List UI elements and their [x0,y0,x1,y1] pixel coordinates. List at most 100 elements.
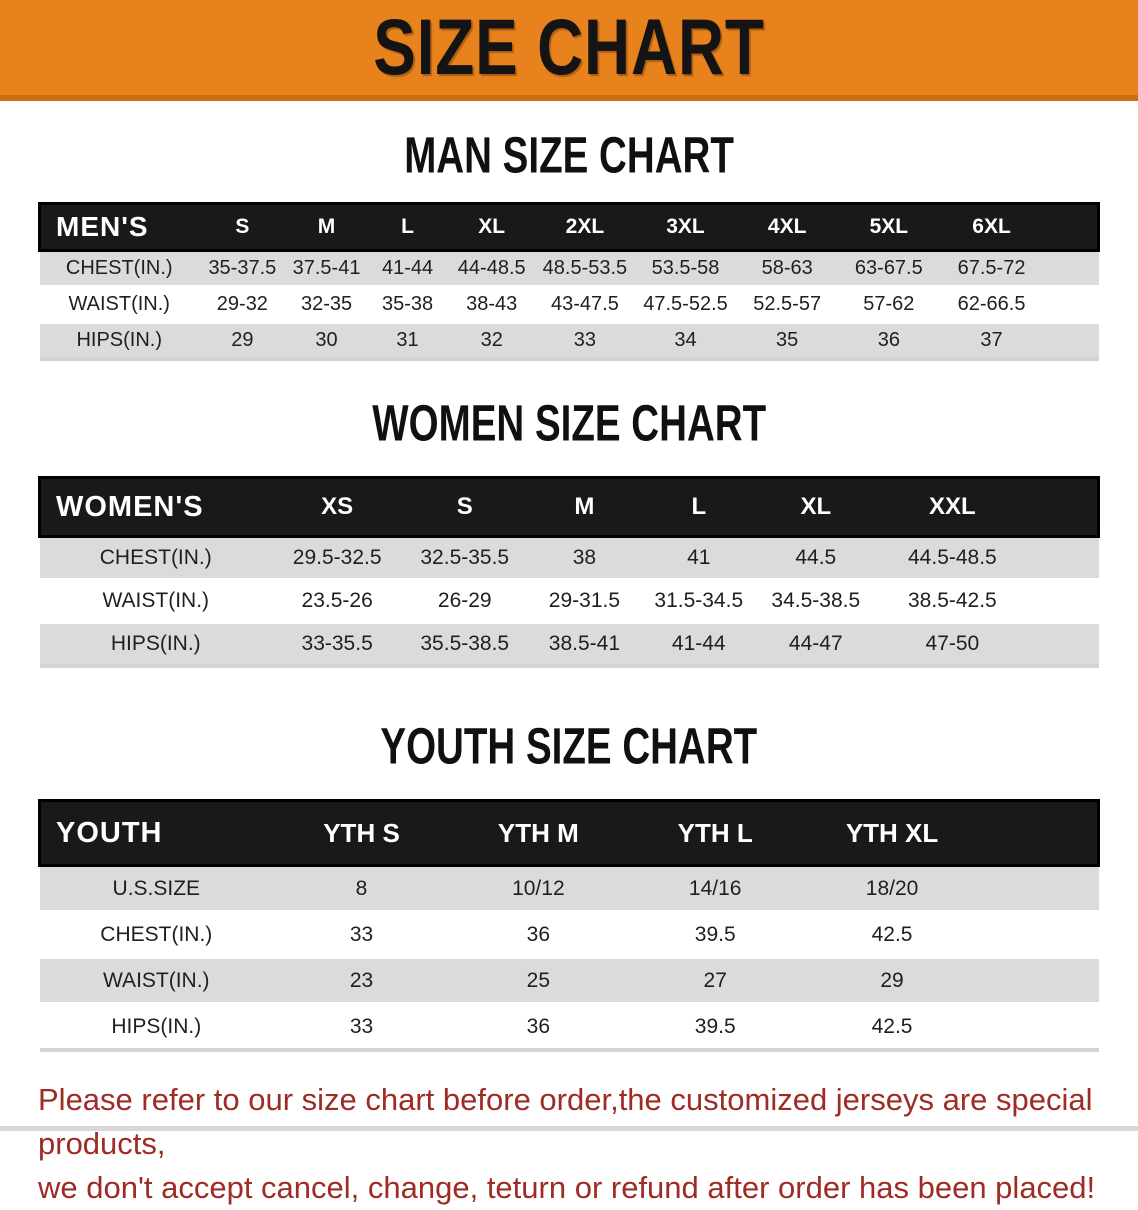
row-label: CHEST(IN.) [39,910,274,958]
bottom-edge-line [0,1126,1138,1131]
table-row: HIPS(IN.) 33-35.5 35.5-38.5 38.5-41 41-44 44-… [39,621,1099,666]
size-value-cell: 35-37.5 [198,249,286,287]
women-section-heading-text: WOMEN SIZE CHART [372,393,766,452]
size-column-header: XL [447,202,536,252]
header-row: YOUTH YTH S YTH M YTH L YTH XL [38,799,1101,867]
size-value-cell: 33 [535,321,635,359]
size-value-cell: 35.5-38.5 [402,621,528,666]
table-row: WAIST(IN.) 29-32 32-35 35-38 38-43 43-47.5 47.… [39,285,1099,323]
size-column-header: 5XL [837,202,941,252]
size-value-cell: 48.5-53.5 [535,249,635,287]
spacer-cell [1042,321,1099,359]
row-label: HIPS(IN.) [39,621,273,666]
size-value-cell: 33-35.5 [272,621,403,666]
size-column-header: 3XL [634,202,737,252]
men-size-table: MEN'S S M L XL 2XL 3XL 4XL 5XL 6XL CHEST(IN.) 35-37… [37,202,1100,361]
size-value-cell: 41 [641,535,756,580]
size-value-cell: 38.5-41 [527,621,642,666]
women-section-heading: WOMEN SIZE CHART [0,393,1138,452]
youth-size-table: YOUTH YTH S YTH M YTH L YTH XL U.S.SIZE 8 10/12… [38,799,1101,1052]
table-row: HIPS(IN.) 29 30 31 32 33 34 35 36 37 [39,321,1099,359]
men-section-heading-text: MAN SIZE CHART [404,125,734,184]
size-value-cell: 67.5-72 [940,249,1043,287]
size-value-cell: 47-50 [875,621,1030,666]
size-value-cell: 42.5 [803,910,981,958]
size-value-cell: 32-35 [285,285,368,323]
row-label: WAIST(IN.) [39,285,199,323]
size-value-cell: 42.5 [803,1002,981,1050]
spacer-cell [980,956,1099,1004]
row-label: HIPS(IN.) [39,321,199,359]
size-value-cell: 39.5 [626,910,804,958]
banner-title: SIZE CHART [373,3,765,92]
banner: SIZE CHART [0,0,1138,101]
size-value-cell: 63-67.5 [837,249,941,287]
size-value-cell: 36 [449,1002,627,1050]
table-title-cell: YOUTH [38,799,274,867]
table-row: CHEST(IN.) 35-37.5 37.5-41 41-44 44-48.5 48.5… [39,249,1099,287]
women-size-table: WOMEN'S XS S M L XL XXL CHEST(IN.) 29.5-32.5 32.5… [38,476,1101,668]
size-value-cell: 41-44 [641,621,756,666]
size-value-cell: 38-43 [447,285,536,323]
size-value-cell: 44.5 [755,535,876,580]
size-value-cell: 29-32 [198,285,286,323]
spacer-cell [1042,285,1099,323]
table-row: WAIST(IN.) 23.5-26 26-29 29-31.5 31.5-34.5 34… [39,578,1099,623]
size-column-header: L [367,202,448,252]
row-label: HIPS(IN.) [39,1002,274,1050]
size-value-cell: 44-47 [755,621,876,666]
size-value-cell: 25 [449,956,627,1004]
size-value-cell: 10/12 [449,864,627,912]
size-value-cell: 43-47.5 [535,285,635,323]
size-value-cell: 29-31.5 [527,578,642,623]
size-value-cell: 29 [803,956,981,1004]
size-value-cell: 35-38 [367,285,448,323]
size-value-cell: 29.5-32.5 [272,535,403,580]
size-value-cell: 44-48.5 [447,249,536,287]
size-value-cell: 33 [273,910,450,958]
disclaimer-line-2: we don't accept cancel, change, teturn o… [38,1170,1096,1206]
size-value-cell: 36 [837,321,941,359]
size-value-cell: 14/16 [626,864,804,912]
size-value-cell: 27 [626,956,804,1004]
size-column-header: M [285,202,368,252]
size-column-header: YTH XL [803,799,981,867]
table-row: CHEST(IN.) 29.5-32.5 32.5-35.5 38 41 44.5 44.5… [39,535,1099,580]
size-value-cell: 53.5-58 [634,249,737,287]
disclaimer: Please refer to our size chart before or… [38,1078,1100,1210]
header-row: WOMEN'S XS S M L XL XXL [38,476,1101,538]
size-column-header: S [198,202,286,252]
disclaimer-line-1: Please refer to our size chart before or… [38,1082,1093,1162]
size-value-cell: 35 [736,321,838,359]
size-value-cell: 23.5-26 [272,578,403,623]
size-value-cell: 34.5-38.5 [755,578,876,623]
size-value-cell: 31.5-34.5 [641,578,756,623]
row-label: CHEST(IN.) [39,249,199,287]
spacer-cell [1042,202,1100,252]
men-section-heading: MAN SIZE CHART [0,125,1138,184]
size-value-cell: 41-44 [367,249,448,287]
table-row: WAIST(IN.) 23 25 27 29 [39,956,1099,1004]
youth-section-heading-text: YOUTH SIZE CHART [380,716,758,775]
size-column-header: S [402,476,528,538]
spacer-cell [1042,249,1099,287]
youth-section-heading: YOUTH SIZE CHART [0,716,1138,775]
spacer-cell [980,910,1099,958]
size-value-cell: 36 [449,910,627,958]
size-column-header: 2XL [535,202,635,252]
size-column-header: XL [755,476,876,538]
size-value-cell: 62-66.5 [940,285,1043,323]
spacer-cell [980,864,1099,912]
row-label: CHEST(IN.) [39,535,273,580]
size-column-header: XXL [875,476,1030,538]
size-value-cell: 31 [367,321,448,359]
size-value-cell: 18/20 [803,864,981,912]
men-section: MAN SIZE CHART MEN'S S M L XL 2XL 3XL 4XL 5XL 6XL… [0,125,1138,361]
row-label: WAIST(IN.) [39,578,273,623]
spacer-cell [980,799,1101,867]
row-label: U.S.SIZE [39,864,274,912]
size-value-cell: 47.5-52.5 [634,285,737,323]
size-value-cell: 32.5-35.5 [402,535,528,580]
women-section: WOMEN SIZE CHART WOMEN'S XS S M L XL XXL CHEST(… [0,393,1138,668]
